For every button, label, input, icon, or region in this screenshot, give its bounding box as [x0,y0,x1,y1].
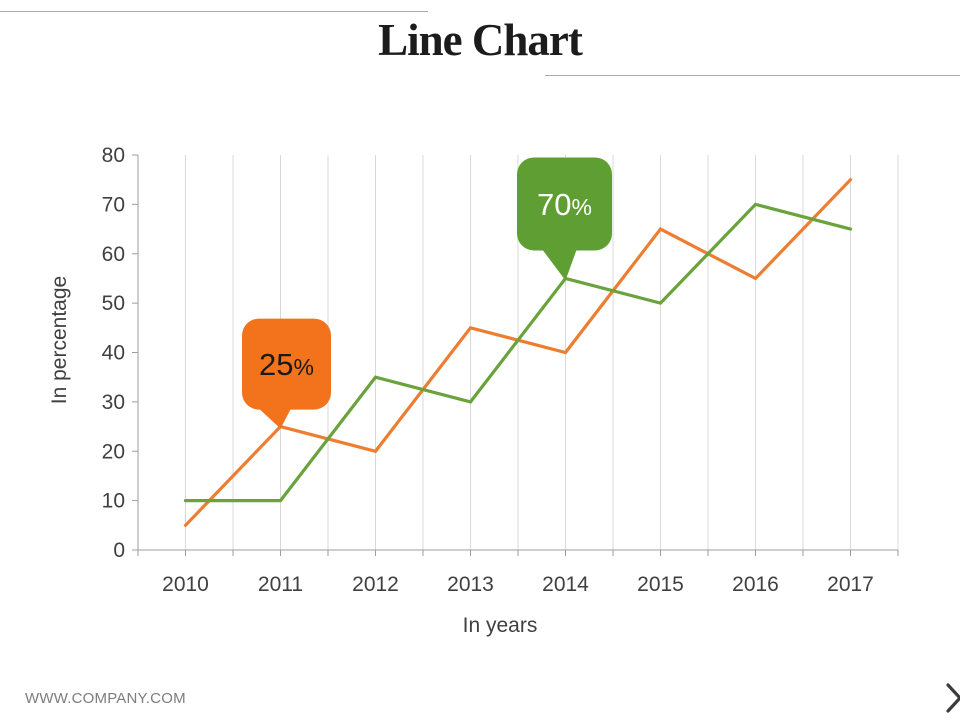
x-axis-tick-label: 2010 [162,573,209,596]
y-axis-tick-label: 50 [102,292,125,315]
y-axis-tick-label: 80 [102,144,125,167]
y-axis-tick-label: 30 [102,391,125,414]
y-axis-tick-label: 10 [102,490,125,513]
x-axis-title: In years [463,614,538,637]
x-axis-tick-label: 2017 [827,573,874,596]
decorative-line-under-title [545,75,960,76]
callout-bubble [242,318,331,410]
y-axis-tick-label: 60 [102,243,125,266]
callout-label: 25% [259,347,314,382]
decorative-line-top-left [0,11,428,12]
x-axis-tick-label: 2013 [447,573,494,596]
y-axis-tick-label: 40 [102,342,125,365]
x-axis-tick-label: 2012 [352,573,399,596]
x-axis-tick-label: 2016 [732,573,779,596]
x-axis-tick-label: 2014 [542,573,589,596]
callout-label: 70% [537,187,592,222]
page-title: Line Chart [378,15,583,65]
callout-tail [538,244,579,281]
y-axis-tick-label: 70 [102,193,125,216]
y-axis-tick-label: 20 [102,440,125,463]
callout-bubble [517,157,612,251]
footer-url[interactable]: WWW.COMPANY.COM [25,690,186,707]
y-axis-title: In percentage [48,276,71,404]
x-axis-tick-label: 2011 [258,573,303,596]
series-line-green [183,202,853,503]
next-chevron-icon[interactable] [945,682,960,714]
x-axis-tick-label: 2015 [637,573,684,596]
callout-tail [253,403,294,429]
y-axis-tick-label: 0 [113,539,125,562]
